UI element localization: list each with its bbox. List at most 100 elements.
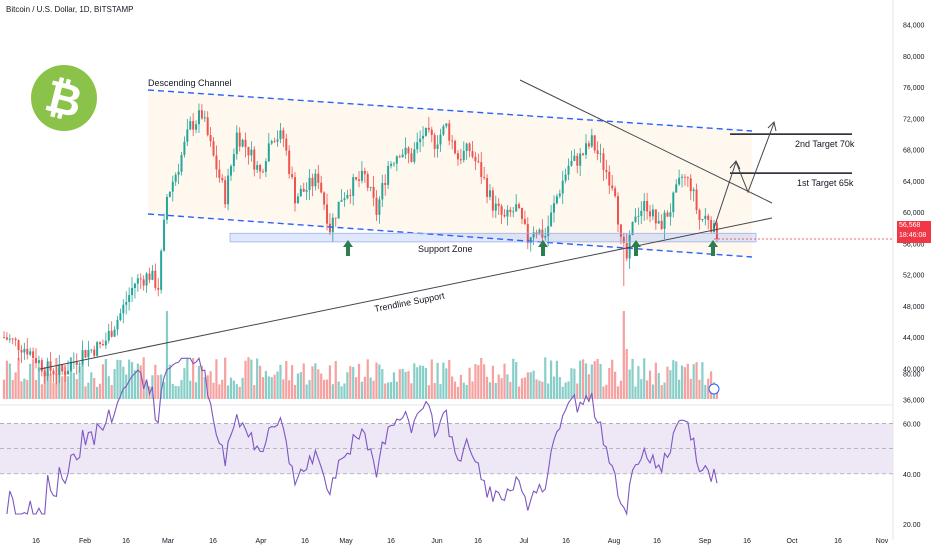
volume-bar (311, 366, 314, 399)
volume-bar (43, 367, 46, 399)
volume-bar (526, 372, 529, 399)
volume-bar (485, 376, 489, 399)
candle-body (634, 216, 637, 222)
candle-body (84, 350, 87, 358)
candle-body (427, 127, 430, 130)
volume-bar (678, 379, 681, 399)
volume-bar (587, 374, 591, 399)
volume-bar (680, 365, 684, 399)
volume-bar (357, 363, 361, 399)
candle-body (192, 121, 195, 130)
volume-bar (520, 378, 524, 399)
volume-bar (619, 380, 623, 399)
candle-body (608, 171, 611, 186)
price-axis-tick: 76,000 (903, 85, 925, 92)
candle-body (669, 212, 672, 217)
volume-bar (506, 374, 509, 399)
candle-body (378, 199, 381, 215)
volume-bar (308, 380, 311, 399)
volume-bar (695, 362, 698, 399)
candle-body (96, 342, 99, 356)
volume-bar (340, 386, 343, 399)
candle-body (558, 193, 561, 197)
candle-body (285, 138, 288, 151)
candle-body (628, 235, 631, 259)
volume-bar (200, 365, 203, 399)
volume-bar (567, 381, 570, 399)
candle-body (686, 177, 689, 179)
price-axis-tick: 72,000 (903, 116, 925, 123)
candle-body (520, 207, 523, 219)
volume-bar (93, 378, 96, 399)
candle-body (46, 361, 49, 377)
volume-bar (599, 363, 602, 399)
candle-body (323, 192, 326, 205)
candle-body (683, 176, 686, 178)
volume-bar (570, 368, 573, 399)
volume-bar (165, 311, 169, 399)
rsi-axis-tick: 60.00 (903, 422, 921, 429)
candle-body (622, 236, 625, 244)
time-axis-tick: 16 (743, 538, 751, 545)
candle-body (445, 123, 448, 127)
candle-body (11, 338, 14, 340)
channel-upper-line (147, 89, 753, 132)
candle-body (273, 141, 276, 143)
volume-bar (305, 384, 308, 399)
volume-bar (101, 364, 105, 399)
volume-bar (648, 370, 652, 399)
candle-body (579, 153, 582, 166)
time-axis-tick: 16 (32, 538, 40, 545)
volume-bar (465, 384, 468, 399)
volume-bar (512, 358, 515, 399)
volume-bar (625, 349, 628, 399)
time-axis-tick: May (339, 538, 353, 545)
support-zone-rect (229, 232, 757, 243)
candle-body (704, 215, 707, 220)
time-axis-tick: 16 (122, 538, 130, 545)
alert-icon (708, 383, 720, 395)
candle-body (125, 301, 128, 305)
candle-body (331, 217, 334, 233)
time-axis-tick: Mar (162, 538, 175, 545)
volume-bar (162, 382, 166, 399)
candle-body (250, 149, 253, 156)
trendline-support (39, 217, 773, 370)
candle-body (462, 150, 465, 161)
candle-body (515, 204, 518, 212)
resistance-line (519, 79, 773, 204)
candle-body (486, 177, 489, 197)
candle-body (643, 201, 646, 211)
volume-bar (628, 369, 631, 399)
candle-body (168, 191, 171, 197)
candle-body (433, 135, 436, 149)
volume-bar (631, 358, 634, 399)
volume-bar (616, 386, 620, 399)
volume-bar (698, 379, 701, 399)
volume-bar (637, 366, 640, 399)
candle-body (244, 139, 247, 147)
volume-bar (448, 359, 451, 399)
volume-bar (84, 386, 87, 399)
volume-bar (389, 382, 393, 399)
candle-body (387, 165, 390, 185)
candle-body (157, 287, 160, 290)
candle-body (337, 201, 340, 219)
candle-body (200, 110, 203, 119)
candle-body (5, 337, 8, 340)
candle-body (430, 129, 433, 136)
candle-body (340, 200, 343, 202)
candle-body (110, 330, 113, 337)
symbol-header[interactable]: Bitcoin / U.S. Dollar, 1D, BITSTAMP (6, 5, 134, 14)
time-axis-tick: Nov (876, 538, 889, 545)
time-axis-tick: Aug (608, 538, 621, 545)
candle-body (311, 177, 314, 187)
candle-body (136, 278, 139, 284)
candle-body (151, 270, 154, 280)
candle-body (17, 340, 20, 351)
volume-bar (328, 365, 332, 399)
volume-bar (596, 358, 599, 399)
candle-body (107, 330, 110, 341)
volume-bar (168, 364, 171, 399)
